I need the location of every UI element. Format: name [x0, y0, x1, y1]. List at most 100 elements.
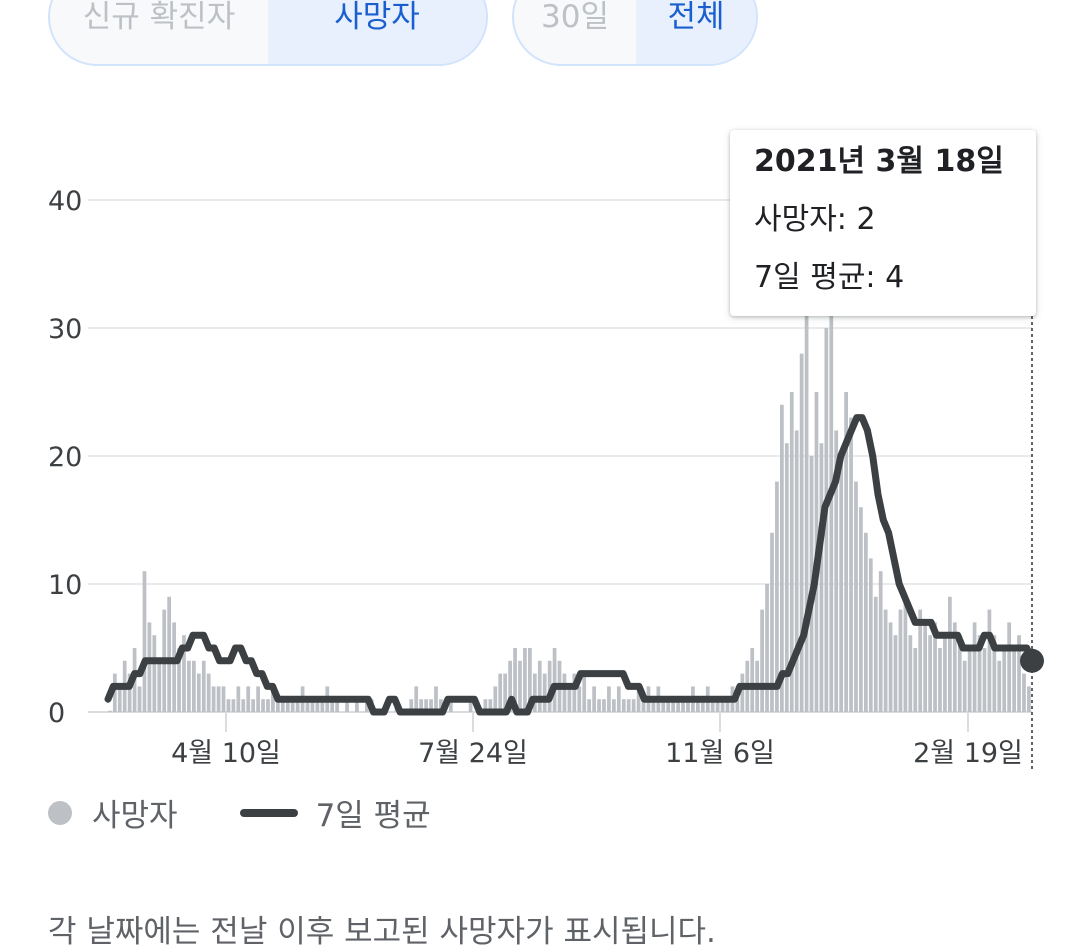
- death-bar: [849, 417, 853, 712]
- death-bar: [256, 686, 260, 712]
- death-bar: [933, 622, 937, 712]
- death-bar: [528, 648, 532, 712]
- death-bar: [621, 699, 626, 712]
- death-bar: [740, 673, 745, 712]
- death-bar: [226, 699, 231, 712]
- death-bar: [315, 699, 320, 712]
- death-bar: [626, 699, 631, 712]
- death-bar: [137, 686, 142, 712]
- death-bar: [172, 622, 176, 712]
- death-bar: [355, 699, 359, 712]
- death-bar: [982, 648, 987, 712]
- death-bar: [873, 596, 878, 712]
- death-bar: [1027, 686, 1031, 712]
- death-bar: [760, 609, 764, 712]
- death-bar: [710, 699, 715, 712]
- death-bar: [641, 699, 646, 712]
- death-bar: [661, 699, 666, 712]
- death-bar: [844, 392, 848, 712]
- death-bar: [157, 660, 162, 712]
- death-bar: [231, 699, 236, 712]
- death-bar: [903, 596, 908, 712]
- death-bar: [187, 660, 191, 712]
- death-bar: [211, 686, 216, 712]
- death-bar: [819, 443, 824, 712]
- death-bar: [854, 481, 858, 712]
- death-bar: [112, 673, 117, 712]
- death-bar: [409, 699, 414, 712]
- death-bar: [948, 596, 952, 712]
- death-bar: [206, 673, 211, 712]
- 30-days-option[interactable]: 30일: [541, 0, 609, 35]
- death-bar: [651, 699, 656, 712]
- average-legend-label: 7일 평균: [315, 798, 431, 834]
- x-axis: 4월 10일 7월 24일 11월 6일 2월 19일: [171, 712, 1023, 769]
- death-bar: [597, 699, 601, 712]
- death-bar: [266, 699, 270, 712]
- death-bar: [567, 686, 572, 712]
- death-bar: [962, 660, 967, 712]
- death-bar: [271, 686, 275, 712]
- death-bar: [537, 660, 542, 712]
- y-tick-label: 20: [48, 442, 82, 473]
- death-bar: [616, 686, 621, 712]
- new-cases-option[interactable]: 신규 확진자: [82, 0, 236, 35]
- death-bar: [864, 532, 868, 712]
- death-bar: [839, 456, 844, 712]
- death-bar: [167, 596, 172, 712]
- death-bar: [305, 699, 310, 712]
- death-bar: [508, 660, 512, 712]
- death-bar: [152, 635, 157, 712]
- deaths-option[interactable]: 사망자: [268, 0, 486, 64]
- all-time-option[interactable]: 전체: [636, 0, 756, 64]
- death-bar: [938, 648, 942, 712]
- death-bar: [142, 571, 147, 712]
- y-tick-label: 40: [48, 186, 82, 217]
- deaths-chart[interactable]: 0 10 20 30 40 4월 10일 7월 24일 11월 6일 2월 19일: [0, 0, 1080, 780]
- death-bar: [725, 699, 730, 712]
- death-bar: [686, 699, 690, 712]
- death-bar: [261, 699, 265, 712]
- death-bar: [908, 635, 913, 712]
- death-bar: [1002, 648, 1007, 712]
- death-bar: [434, 686, 438, 712]
- death-bar: [582, 673, 587, 712]
- death-bar: [720, 699, 725, 712]
- death-bar: [127, 673, 132, 712]
- death-bar: [285, 699, 290, 712]
- death-bar: [295, 699, 300, 712]
- death-bar: [715, 699, 720, 712]
- death-bar: [552, 648, 557, 712]
- death-bar: [918, 609, 923, 712]
- death-bar: [913, 648, 918, 712]
- death-bar: [577, 686, 582, 712]
- death-bar: [182, 635, 186, 712]
- death-bar: [424, 699, 428, 712]
- seven-day-average-line: [104, 316, 1044, 770]
- daily-deaths-bars: [108, 264, 1031, 712]
- death-bar: [513, 648, 517, 712]
- death-bar: [972, 622, 977, 712]
- death-bar: [883, 609, 888, 712]
- death-bar: [868, 558, 873, 712]
- hover-point-marker: [1020, 648, 1044, 673]
- chart-footnote: 각 날짜에는 전날 이후 보고된 사망자가 표시됩니다.: [48, 914, 716, 950]
- death-bar: [117, 686, 122, 712]
- death-bar: [666, 699, 671, 712]
- death-bar: [681, 699, 685, 712]
- death-bar: [419, 699, 424, 712]
- death-bar: [246, 686, 251, 712]
- death-bar: [429, 699, 433, 712]
- death-bar: [488, 699, 493, 712]
- death-bar: [448, 699, 453, 712]
- tooltip-date: 2021년 3월 18일: [754, 144, 1004, 179]
- death-bar: [335, 699, 340, 712]
- death-bar: [493, 686, 498, 712]
- death-bar: [345, 699, 349, 712]
- death-bar: [562, 673, 567, 712]
- death-bar: [834, 430, 839, 712]
- death-bar: [794, 430, 799, 712]
- death-bar: [602, 699, 606, 712]
- death-bar: [196, 673, 201, 712]
- death-bar: [1022, 673, 1026, 712]
